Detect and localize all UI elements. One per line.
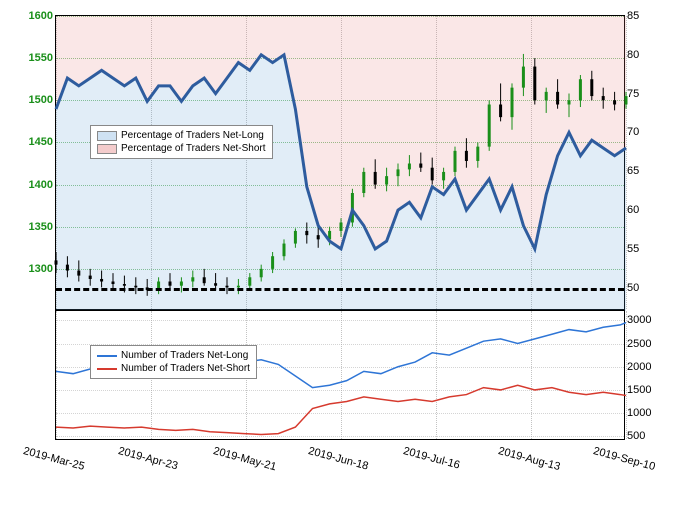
x-tick-label: 2019-Jun-18 [307, 445, 370, 473]
upper-legend: Percentage of Traders Net-LongPercentage… [90, 125, 273, 159]
x-tick-label: 2019-May-21 [212, 445, 278, 473]
x-tick-label: 2019-Aug-13 [497, 445, 562, 473]
lower-legend: Number of Traders Net-LongNumber of Trad… [90, 345, 257, 379]
x-tick-label: 2019-Jul-16 [402, 445, 461, 472]
x-tick-label: 2019-Sep-10 [592, 445, 657, 473]
x-tick-label: 2019-Mar-25 [22, 445, 86, 473]
upper-chart-panel: 5055606570758085130013501400145015001550… [55, 15, 625, 310]
x-tick-label: 2019-Apr-23 [117, 445, 179, 472]
